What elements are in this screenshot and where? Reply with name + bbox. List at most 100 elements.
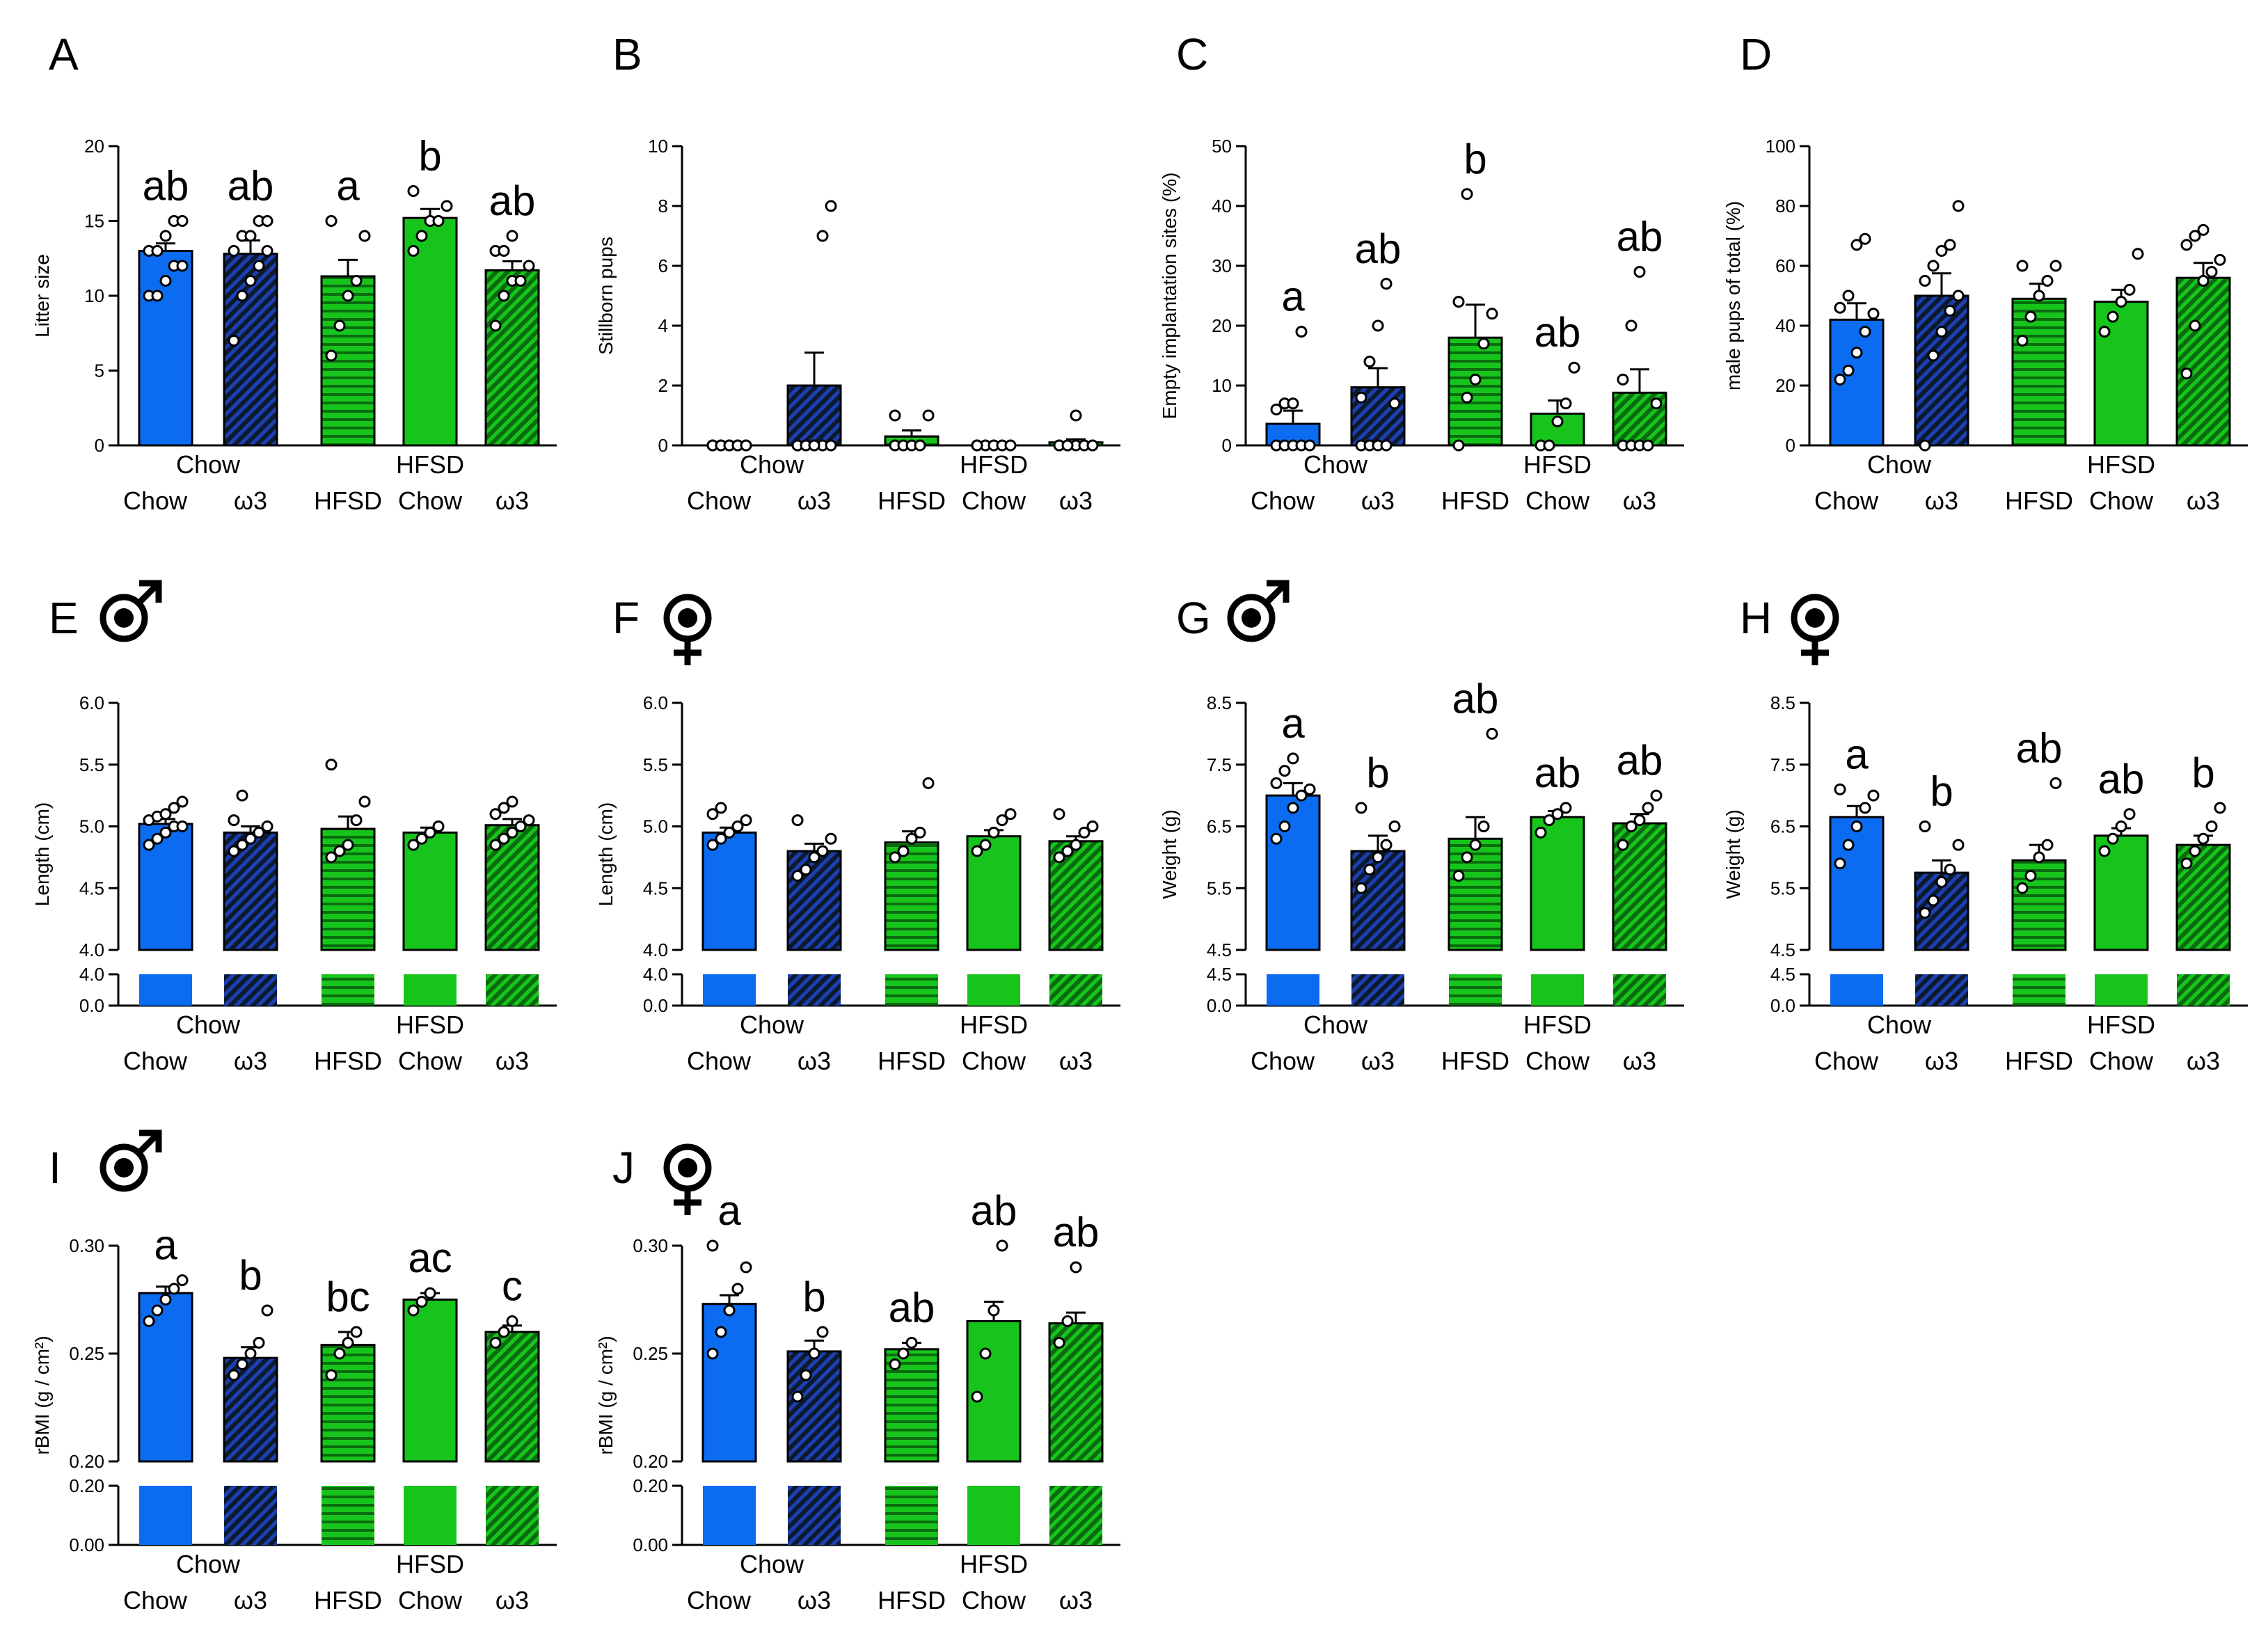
offspring-label: ω3 (798, 486, 831, 515)
panel-F: F 4.0 4.5 5.0 5.5 6.0 Length (cm) 0.0 4.0 Chow HFS… (595, 593, 1120, 1075)
data-point (2016, 260, 2029, 272)
bar-G-1 (1265, 794, 1321, 951)
data-point (2180, 367, 2193, 380)
offspring-label: Chow (123, 1047, 188, 1075)
data-point (432, 215, 445, 227)
bar-G-2 (1350, 850, 1406, 951)
data-point (1568, 361, 1580, 374)
data-point (922, 409, 935, 422)
offspring-label: HFSD (1441, 486, 1509, 515)
data-point (2180, 239, 2193, 251)
data-point (415, 1296, 428, 1308)
data-point (407, 185, 420, 197)
data-point (2041, 839, 2054, 851)
data-point (1543, 439, 1555, 452)
y-tick-label: 0.20 (633, 1451, 668, 1472)
offspring-label: Chow (962, 1047, 1026, 1075)
bar-lower-F-1 (703, 974, 756, 1006)
data-point (498, 245, 510, 257)
y-tick-label: 6.0 (79, 692, 104, 713)
offspring-label: Chow (1525, 1047, 1590, 1075)
data-point (889, 409, 901, 422)
y-axis-label: Length (cm) (31, 802, 53, 906)
y-tick-label: 8 (658, 196, 668, 216)
data-point (816, 1326, 829, 1338)
data-point (1270, 832, 1283, 845)
y-tick-label: 0.0 (1770, 995, 1795, 1016)
y-tick-label: 6.0 (643, 692, 668, 713)
offspring-label: HFSD (314, 486, 382, 515)
data-point (1278, 820, 1291, 832)
offspring-label: ω3 (798, 1586, 831, 1615)
bar-lower-J-2 (788, 1486, 841, 1545)
panel-letter: E (49, 593, 79, 643)
data-point (1070, 409, 1082, 422)
panel-C: C 0 10 20 30 40 50 Empty implantation sites (%)… (1159, 29, 1684, 515)
data-point (1919, 275, 1931, 287)
y-tick-label: 4.0 (79, 964, 104, 985)
y-tick-label: 10 (1212, 375, 1232, 396)
data-point (1944, 239, 1956, 251)
y-tick-label: 4.0 (79, 939, 104, 960)
bar-G-3 (1448, 837, 1503, 951)
y-tick-label: 60 (1775, 255, 1795, 276)
data-point (244, 832, 257, 845)
bar-I-3 (320, 1344, 376, 1463)
bar-lower-E-5 (486, 974, 539, 1006)
offspring-label: ω3 (495, 1586, 529, 1615)
data-point (996, 1239, 1008, 1252)
offspring-label: ω3 (234, 1586, 267, 1615)
data-point (740, 1261, 752, 1274)
y-tick-label: 20 (1212, 315, 1232, 336)
offspring-label: ω3 (1059, 1047, 1093, 1075)
data-point (1070, 1261, 1082, 1274)
data-point (1535, 826, 1547, 839)
data-point (407, 839, 420, 851)
y-tick-label: 80 (1775, 196, 1795, 216)
y-axis-label: Length (cm) (595, 802, 617, 906)
significance-letter: ab (1617, 214, 1663, 260)
y-tick-label: 2 (658, 375, 668, 396)
data-point (2214, 802, 2226, 814)
data-point (1935, 326, 1948, 338)
data-point (1303, 439, 1316, 452)
offspring-label: ω3 (2187, 1047, 2220, 1075)
data-point (1380, 278, 1393, 290)
data-point (2024, 310, 2037, 323)
offspring-label: HFSD (2005, 486, 2073, 515)
significance-letter: ab (1452, 675, 1499, 722)
data-point (261, 245, 273, 257)
data-point (996, 814, 1008, 827)
diet-label-chow: Chow (1303, 1010, 1368, 1039)
data-point (1270, 403, 1283, 415)
bar-lower-J-1 (703, 1486, 756, 1545)
data-point (1543, 814, 1555, 827)
data-point (168, 1283, 180, 1295)
y-tick-label: 0.25 (69, 1343, 104, 1364)
data-point (897, 845, 910, 857)
offspring-label: Chow (1814, 1047, 1879, 1075)
offspring-label: ω3 (234, 1047, 267, 1075)
data-point (1842, 839, 1855, 851)
data-point (228, 1369, 240, 1381)
data-point (2189, 845, 2201, 857)
data-point (424, 1287, 436, 1299)
data-point (1935, 245, 1948, 257)
data-point (253, 1337, 265, 1349)
panel-letter: J (612, 1143, 635, 1193)
bar-lower-H-4 (2095, 974, 2148, 1006)
data-point (825, 832, 837, 845)
data-point (715, 832, 727, 845)
significance-letter: b (418, 133, 441, 180)
data-point (740, 814, 752, 827)
panel-D: D 0 20 40 60 80 100 male pups of total (%) Chow H… (1722, 29, 2248, 515)
y-tick-label: 0 (658, 435, 668, 456)
data-point (2123, 283, 2136, 296)
diet-label-chow: Chow (176, 1010, 241, 1039)
data-point (1935, 875, 1948, 888)
y-tick-label: 8.5 (1207, 692, 1232, 713)
data-point (1287, 802, 1299, 814)
data-point (706, 808, 719, 820)
